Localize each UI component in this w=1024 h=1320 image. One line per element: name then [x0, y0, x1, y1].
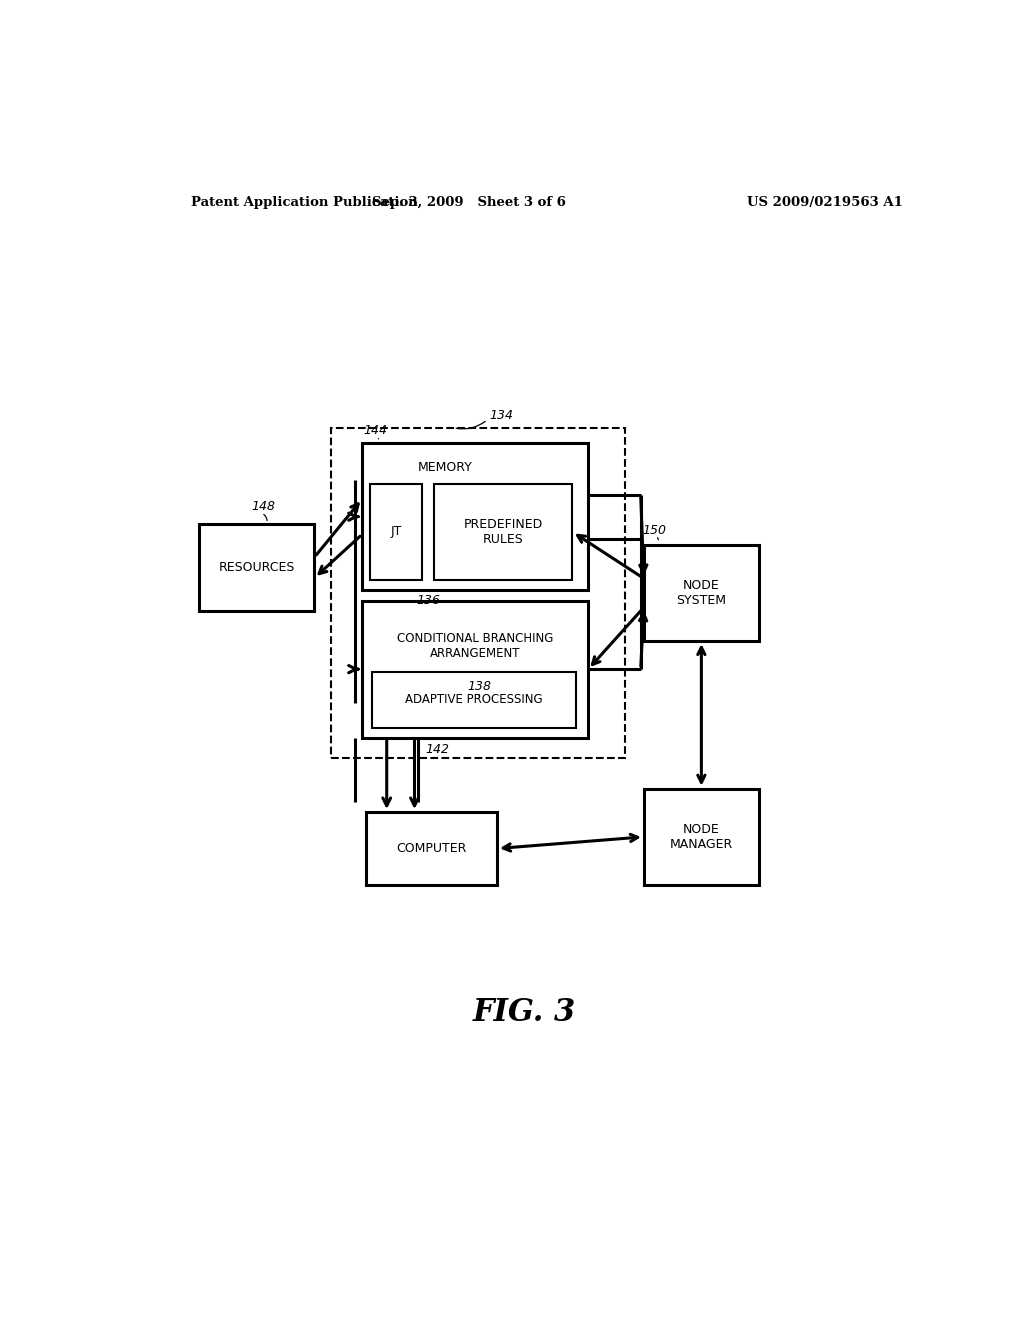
Text: NODE
MANAGER: NODE MANAGER [670, 822, 733, 851]
Text: Patent Application Publication: Patent Application Publication [191, 195, 418, 209]
Text: CONDITIONAL BRANCHING
ARRANGEMENT: CONDITIONAL BRANCHING ARRANGEMENT [397, 632, 553, 660]
FancyArrowPatch shape [640, 498, 647, 573]
Text: 136: 136 [416, 594, 440, 607]
FancyArrowPatch shape [383, 741, 390, 805]
FancyArrowPatch shape [578, 536, 641, 577]
Text: FIG. 3: FIG. 3 [473, 997, 577, 1028]
FancyArrowPatch shape [640, 614, 647, 667]
FancyArrowPatch shape [319, 536, 360, 574]
Text: JT: JT [390, 525, 401, 539]
Bar [331, 428, 625, 758]
Text: 138: 138 [468, 680, 492, 693]
FancyArrowPatch shape [349, 665, 358, 673]
Text: 150: 150 [642, 524, 667, 536]
Text: 148: 148 [251, 500, 275, 513]
Bar [644, 788, 759, 886]
Text: US 2009/0219563 A1: US 2009/0219563 A1 [748, 195, 903, 209]
Text: Sep. 3, 2009   Sheet 3 of 6: Sep. 3, 2009 Sheet 3 of 6 [373, 195, 566, 209]
Bar [362, 601, 588, 738]
Text: 144: 144 [364, 424, 388, 437]
Bar [644, 545, 759, 642]
FancyArrowPatch shape [697, 647, 705, 783]
Text: 134: 134 [489, 409, 514, 421]
Bar [362, 444, 588, 590]
FancyArrowPatch shape [316, 504, 358, 554]
Text: ADAPTIVE PROCESSING: ADAPTIVE PROCESSING [406, 693, 543, 706]
Bar [433, 483, 572, 581]
Text: COMPUTER: COMPUTER [396, 842, 467, 855]
Bar [370, 483, 422, 581]
Bar [367, 812, 497, 886]
FancyArrowPatch shape [349, 513, 358, 520]
FancyArrowPatch shape [411, 741, 419, 805]
FancyArrowPatch shape [593, 610, 642, 664]
Text: PREDEFINED
RULES: PREDEFINED RULES [463, 517, 543, 546]
Text: MEMORY: MEMORY [418, 461, 473, 474]
Text: 142: 142 [426, 743, 450, 756]
FancyArrowPatch shape [503, 834, 638, 851]
Bar [200, 524, 314, 611]
Bar [372, 672, 577, 727]
Text: RESOURCES: RESOURCES [219, 561, 295, 574]
Text: NODE
SYSTEM: NODE SYSTEM [677, 579, 726, 607]
